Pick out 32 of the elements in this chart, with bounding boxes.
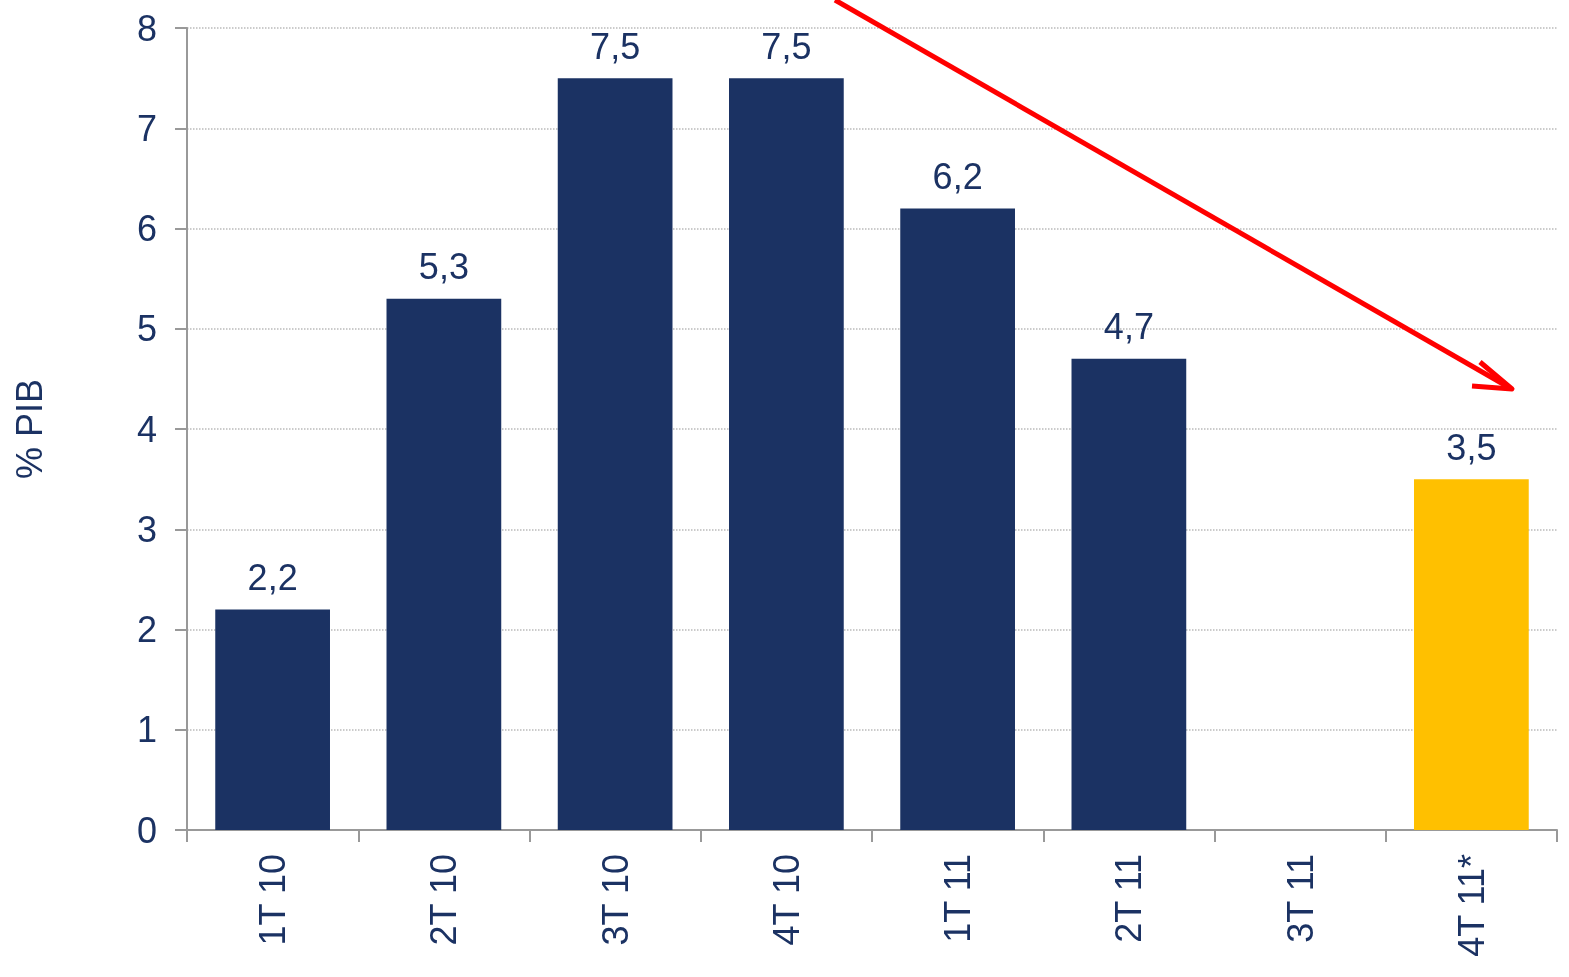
data-label: 4,7	[1103, 306, 1154, 348]
data-label: 7,5	[590, 25, 641, 67]
x-tick-label: 2T 10	[423, 854, 465, 946]
data-label: 2,2	[247, 556, 298, 598]
x-tick-label: 4T 10	[765, 854, 807, 946]
y-axis-title: % PIB	[8, 378, 50, 480]
bar	[900, 208, 1015, 830]
x-tick-label: 3T 11	[1279, 854, 1321, 943]
data-label: 7,5	[761, 25, 812, 67]
y-tick-label: 1	[136, 709, 157, 751]
y-tick-label: 8	[136, 7, 157, 49]
x-tick-label: 2T 11	[1108, 854, 1150, 943]
bar	[1414, 479, 1529, 830]
y-tick-label: 2	[136, 609, 157, 650]
x-tick-label: 3T 10	[594, 854, 636, 946]
x-tick-label: 1T 10	[252, 854, 294, 946]
y-tick-label: 7	[136, 107, 157, 149]
y-tick-label: 5	[136, 308, 157, 350]
bar	[1071, 358, 1187, 830]
x-tick-label: 1T 11	[937, 854, 979, 943]
y-tick-label: 4	[136, 408, 157, 450]
y-tick-label: 6	[136, 208, 157, 249]
bar	[215, 609, 330, 830]
y-tick-label: 0	[136, 809, 157, 851]
data-label: 5,3	[418, 246, 469, 288]
bar	[386, 298, 502, 830]
x-tick-label: 4T 11*	[1450, 854, 1492, 957]
bar	[729, 78, 844, 830]
bar	[557, 78, 673, 830]
y-tick-label: 3	[136, 508, 157, 550]
data-label: 6,2	[932, 155, 983, 197]
data-label: 3,5	[1446, 426, 1497, 468]
